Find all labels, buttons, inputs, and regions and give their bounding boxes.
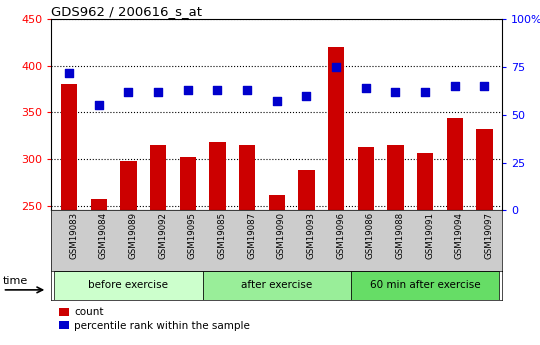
Bar: [54, 271, 202, 300]
Text: GSM19094: GSM19094: [455, 212, 464, 259]
Text: GSM19090: GSM19090: [277, 212, 286, 259]
Text: GSM19086: GSM19086: [366, 212, 375, 259]
Point: [243, 87, 252, 92]
Bar: [180, 157, 196, 210]
Text: GSM19095: GSM19095: [188, 212, 197, 259]
Text: GSM19087: GSM19087: [247, 212, 256, 259]
Point: [361, 85, 370, 91]
Text: GSM19085: GSM19085: [218, 212, 226, 259]
Text: GSM19084: GSM19084: [99, 212, 108, 259]
Bar: [239, 145, 255, 210]
Point: [391, 89, 400, 95]
Bar: [476, 129, 492, 210]
Text: GDS962 / 200616_s_at: GDS962 / 200616_s_at: [51, 5, 202, 18]
Point: [421, 89, 429, 95]
Text: GSM19092: GSM19092: [158, 212, 167, 259]
Point: [273, 99, 281, 104]
Text: GSM19088: GSM19088: [395, 212, 404, 259]
Bar: [387, 145, 403, 210]
Bar: [120, 161, 137, 210]
Bar: [202, 271, 351, 300]
Bar: [150, 145, 166, 210]
Bar: [351, 271, 500, 300]
Text: GSM19091: GSM19091: [425, 212, 434, 259]
Text: 60 min after exercise: 60 min after exercise: [370, 280, 481, 290]
Text: before exercise: before exercise: [89, 280, 168, 290]
Text: GSM19083: GSM19083: [69, 212, 78, 259]
Text: GSM19097: GSM19097: [484, 212, 494, 259]
Point: [213, 87, 222, 92]
Point: [154, 89, 163, 95]
Point: [480, 83, 489, 89]
Bar: [328, 47, 344, 210]
Text: GSM19089: GSM19089: [129, 212, 137, 259]
Point: [94, 102, 103, 108]
Bar: [61, 85, 77, 210]
Text: after exercise: after exercise: [241, 280, 312, 290]
Text: GSM19096: GSM19096: [336, 212, 345, 259]
Point: [184, 87, 192, 92]
Point: [332, 64, 340, 70]
Legend: count, percentile rank within the sample: count, percentile rank within the sample: [57, 305, 252, 333]
Point: [450, 83, 459, 89]
Bar: [357, 147, 374, 210]
Point: [65, 70, 73, 75]
Bar: [210, 142, 226, 210]
Point: [302, 93, 310, 98]
Text: GSM19093: GSM19093: [306, 212, 315, 259]
Text: time: time: [3, 276, 28, 286]
Bar: [417, 152, 433, 210]
Bar: [298, 170, 315, 210]
Bar: [268, 195, 285, 210]
Bar: [91, 199, 107, 210]
Bar: [447, 118, 463, 210]
Point: [124, 89, 133, 95]
